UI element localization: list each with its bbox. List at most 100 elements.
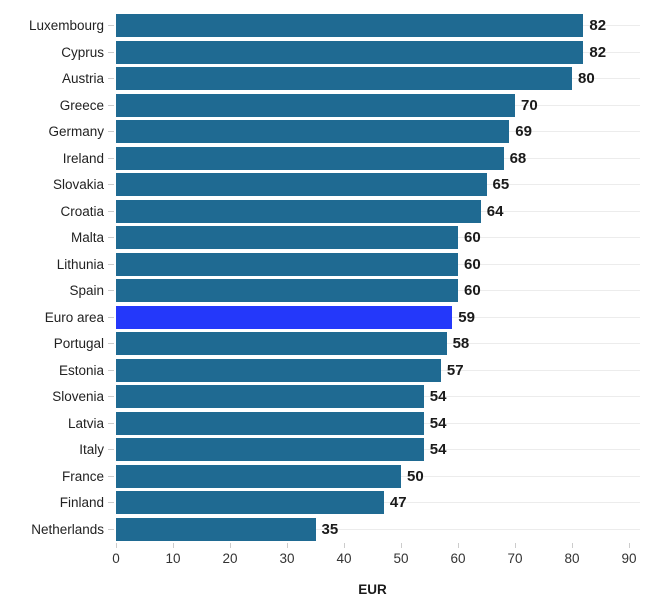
category-label: Cyprus	[61, 44, 104, 60]
category-label: Latvia	[67, 415, 104, 431]
bar[interactable]	[116, 173, 487, 196]
x-tick-label: 60	[450, 550, 466, 566]
x-axis-tick	[457, 542, 459, 548]
category-tick	[108, 263, 114, 265]
value-label: 64	[486, 202, 504, 220]
value-label: 60	[464, 229, 481, 246]
category-tick	[108, 369, 114, 371]
category-label: Greece	[59, 97, 104, 113]
x-tick-label: 30	[279, 550, 295, 566]
bar[interactable]	[116, 199, 481, 223]
category-label: Malta	[70, 230, 104, 245]
category-label: Portugal	[53, 336, 104, 351]
category-tick	[108, 157, 114, 159]
x-axis-tick	[343, 542, 345, 548]
x-axis-tick	[514, 542, 516, 548]
category-tick	[108, 396, 114, 397]
category-label: Slovakia	[52, 177, 104, 192]
bar[interactable]	[116, 411, 424, 435]
x-tick-label: 10	[165, 550, 181, 566]
category-label: Estonia	[58, 362, 104, 378]
x-tick-label: 70	[507, 550, 523, 566]
x-tick-label: 80	[564, 550, 580, 566]
value-label: 58	[452, 335, 470, 352]
category-tick	[108, 290, 114, 291]
category-tick	[108, 104, 114, 106]
category-label: Germany	[48, 124, 104, 139]
bar[interactable]	[116, 358, 441, 382]
category-label: Luxembourg	[28, 18, 104, 33]
x-axis-title: EUR	[358, 582, 387, 597]
category-label: Netherlands	[31, 521, 104, 537]
bar[interactable]	[116, 93, 515, 117]
category-tick	[108, 78, 114, 79]
bar[interactable]	[116, 517, 316, 541]
x-axis-tick	[172, 542, 174, 548]
category-tick	[108, 316, 114, 318]
bar[interactable]	[116, 14, 584, 37]
x-tick-label: 0	[112, 550, 120, 566]
bar[interactable]	[116, 464, 401, 488]
x-axis-tick	[400, 542, 402, 548]
category-tick	[108, 25, 114, 26]
bar[interactable]	[116, 385, 424, 408]
x-axis-tick	[628, 542, 630, 548]
value-label: 35	[321, 520, 339, 538]
bar[interactable]	[116, 279, 458, 302]
value-label: 54	[429, 414, 447, 432]
category-tick	[108, 343, 114, 344]
category-label: France	[61, 468, 104, 484]
category-label: Ireland	[62, 150, 104, 166]
bar[interactable]	[116, 40, 584, 64]
x-axis-tick	[571, 542, 573, 548]
value-label: 59	[458, 308, 475, 326]
value-label: 82	[589, 17, 607, 34]
category-tick	[108, 502, 114, 503]
value-label: 69	[515, 123, 532, 140]
x-tick-label: 20	[222, 550, 238, 566]
value-label: 54	[429, 441, 447, 458]
category-label: Italy	[79, 442, 104, 457]
value-label: 65	[492, 176, 510, 193]
category-tick	[108, 51, 114, 53]
category-label: Croatia	[60, 203, 104, 219]
bar[interactable]	[116, 146, 504, 170]
value-label: 47	[389, 494, 407, 511]
x-tick-label: 90	[621, 550, 637, 566]
value-label: 60	[464, 282, 481, 299]
bar[interactable]	[116, 491, 384, 514]
value-label: 60	[464, 255, 481, 273]
bar[interactable]	[116, 120, 510, 143]
bar[interactable]	[116, 67, 572, 90]
bar[interactable]	[116, 252, 458, 276]
category-tick	[108, 528, 114, 530]
category-label: Finland	[59, 495, 104, 510]
bar[interactable]	[116, 332, 447, 355]
x-tick-label: 50	[393, 550, 409, 566]
value-label: 70	[521, 96, 538, 114]
gridline-horizontal	[116, 528, 640, 530]
bar[interactable]	[116, 226, 458, 249]
category-tick	[108, 210, 114, 212]
value-label: 57	[446, 361, 464, 379]
category-tick	[108, 422, 114, 424]
value-label: 82	[589, 43, 607, 61]
x-axis-tick	[286, 542, 288, 548]
category-label: Austria	[61, 71, 104, 86]
x-tick-label: 40	[336, 550, 352, 566]
category-tick	[108, 237, 114, 238]
category-tick	[108, 475, 114, 477]
bar-highlighted[interactable]	[116, 305, 453, 329]
value-label: 80	[578, 70, 595, 87]
value-label: 50	[407, 467, 424, 485]
x-axis-tick	[229, 542, 231, 548]
value-label: 54	[429, 388, 447, 405]
bar[interactable]	[116, 438, 424, 461]
category-tick	[108, 184, 114, 185]
category-label: Spain	[69, 283, 104, 298]
value-label: 68	[509, 149, 527, 167]
x-axis-tick	[115, 542, 117, 548]
category-label: Slovenia	[52, 389, 104, 404]
category-label: Euro area	[44, 309, 104, 325]
